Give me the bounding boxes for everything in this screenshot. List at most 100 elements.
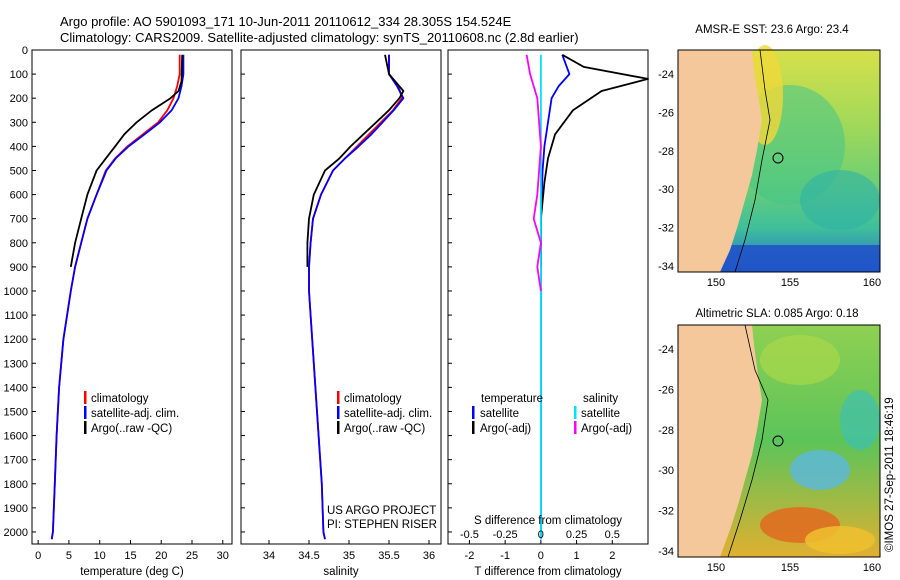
legend-label-t-argo: Argo(-adj) xyxy=(480,423,531,435)
series-line-argo-raw-qc- xyxy=(69,54,184,268)
depth-tick-label: 500 xyxy=(10,165,28,177)
salinity-xlabel: salinity xyxy=(323,566,358,578)
temperature-xlabel: temperature (deg C) xyxy=(80,566,184,578)
sla-map xyxy=(677,324,881,558)
sla-map-title: Altimetric SLA: 0.085 Argo: 0.18 xyxy=(695,308,858,320)
series-line-t-argo-adj- xyxy=(540,54,649,267)
legend-label-t-satellite: satellite xyxy=(480,408,519,420)
x-tick-label: 5 xyxy=(66,550,72,562)
s-diff-tick-label: -0.25 xyxy=(493,529,518,541)
depth-tick-label: 1700 xyxy=(4,455,28,467)
depth-tick-label: 2000 xyxy=(4,527,28,539)
x-tick-label: 0 xyxy=(35,550,41,562)
salinity-legend: climatology satellite-adj. clim. Argo(..… xyxy=(337,391,432,435)
x-tick-label: 30 xyxy=(217,550,229,562)
difference-xlabel: T difference from climatology xyxy=(474,566,621,578)
depth-tick-label: 1800 xyxy=(4,479,28,491)
legend-swatch-satellite xyxy=(84,406,87,419)
legend-label-climatology: climatology xyxy=(344,393,402,405)
s-diff-tick-label: 0.25 xyxy=(566,529,587,541)
s-diff-tick-label: 0.5 xyxy=(605,529,620,541)
x-tick-label: 15 xyxy=(124,550,136,562)
s-diff-tick-label: -0.5 xyxy=(460,529,479,541)
header-line-1: Argo profile: AO 5901093_171 10-Jun-2011… xyxy=(60,14,512,29)
legend-swatch-climatology xyxy=(84,391,87,404)
sst-argo-marker xyxy=(772,152,784,164)
depth-tick-label: 800 xyxy=(10,238,28,250)
sst-map-ticks: -24 -26 -28 -30 -32 -34 150 155 160 xyxy=(658,69,881,289)
sla-map-ticks: -24 -26 -28 -30 -32 -34 150 155 160 xyxy=(658,344,881,574)
sla-argo-marker xyxy=(772,435,784,447)
legend-swatch-satellite xyxy=(337,406,340,419)
depth-tick-label: 200 xyxy=(10,93,28,105)
map-lon-tick: 155 xyxy=(781,277,799,289)
legend-swatch-climatology xyxy=(337,391,340,404)
depth-tick-label: 1100 xyxy=(4,310,28,322)
legend-swatch-s-argo xyxy=(574,421,577,434)
depth-tick-label: 700 xyxy=(10,214,28,226)
legend-label-satellite: satellite-adj. clim. xyxy=(91,408,179,420)
depth-tick-label: 1300 xyxy=(4,358,28,370)
legend-label-climatology: climatology xyxy=(91,393,149,405)
map-lat-tick: -32 xyxy=(658,223,674,235)
sst-land xyxy=(678,50,762,272)
depth-tick-label: 1000 xyxy=(4,286,28,298)
difference-panel xyxy=(447,49,649,545)
depth-tick-label: 1200 xyxy=(4,334,28,346)
x-tick-label: 34 xyxy=(263,550,275,562)
legend-swatch-t-satellite xyxy=(472,406,475,419)
depth-tick-label: 1600 xyxy=(4,431,28,443)
map-lat-tick: -26 xyxy=(658,384,674,396)
depth-tick-label: 1400 xyxy=(4,382,28,394)
map-lat-tick: -34 xyxy=(658,546,674,558)
legend-label-s-satellite: satellite xyxy=(581,408,620,420)
depth-tick-label: 1900 xyxy=(4,503,28,515)
map-lat-tick: -28 xyxy=(658,146,674,158)
series-layer xyxy=(50,54,649,540)
s-diff-tick-label: 0 xyxy=(538,529,544,541)
depth-tick-label: 100 xyxy=(10,69,28,81)
series-line-satellite-adj-clim- xyxy=(50,54,185,540)
map-lat-tick: -24 xyxy=(658,69,674,81)
sst-map-title: AMSR-E SST: 23.6 Argo: 23.4 xyxy=(695,24,849,36)
depth-tick-label: 400 xyxy=(10,141,28,153)
x-tick-label: 2 xyxy=(609,550,615,562)
series-line-s-argo-adj- xyxy=(525,54,542,292)
legend-swatch-t-argo xyxy=(472,421,475,434)
map-lat-tick: -28 xyxy=(658,425,674,437)
legend-swatch-s-satellite xyxy=(574,406,577,419)
map-lat-tick: -34 xyxy=(658,261,674,273)
sla-contour xyxy=(727,324,769,558)
project-line-1: US ARGO PROJECT xyxy=(327,505,436,517)
series-line-argo-raw-qc- xyxy=(306,54,405,267)
temperature-legend: climatology satellite-adj. clim. Argo(..… xyxy=(84,391,179,435)
sst-contour xyxy=(734,49,771,273)
legend-swatch-argo xyxy=(84,421,87,434)
project-line-2: PI: STEPHEN RISER xyxy=(327,519,437,531)
s-difference-ticks: -0.5 -0.25 0 0.25 0.5 xyxy=(460,529,620,541)
x-tick-labels: 0 5 10 15 20 25 30 34 34.5 35 35.5 36 -2 -1 0 1 2 xyxy=(35,540,615,562)
x-tick-label: -1 xyxy=(500,550,510,562)
map-lon-tick: 160 xyxy=(863,277,881,289)
x-tick-label: 34.5 xyxy=(298,550,319,562)
header-line-2: Climatology: CARS2009. Satellite-adjuste… xyxy=(60,30,579,45)
legend-label-argo: Argo(..raw -QC) xyxy=(91,423,172,435)
depth-tick-label: 0 xyxy=(22,45,28,57)
legend-label-argo: Argo(..raw -QC) xyxy=(344,423,425,435)
x-tick-label: 0 xyxy=(538,550,544,562)
map-lon-tick: 160 xyxy=(863,562,881,574)
depth-axis: 0 100 200 300 400 500 600 700 800 900 1000 1100 1200… xyxy=(4,45,452,539)
x-tick-label: 1 xyxy=(574,550,580,562)
sla-land xyxy=(678,325,762,557)
map-lon-tick: 150 xyxy=(707,277,725,289)
sst-map xyxy=(677,45,881,273)
x-tick-label: 35 xyxy=(343,550,355,562)
credit-text: ©IMOS 27-Sep-2011 18:46:19 xyxy=(884,397,896,552)
salinity-panel xyxy=(240,49,442,545)
map-lat-tick: -24 xyxy=(658,344,674,356)
x-tick-label: 20 xyxy=(155,550,167,562)
map-lat-tick: -30 xyxy=(658,465,674,477)
x-tick-label: 36 xyxy=(423,550,435,562)
depth-tick-label: 600 xyxy=(10,190,28,202)
